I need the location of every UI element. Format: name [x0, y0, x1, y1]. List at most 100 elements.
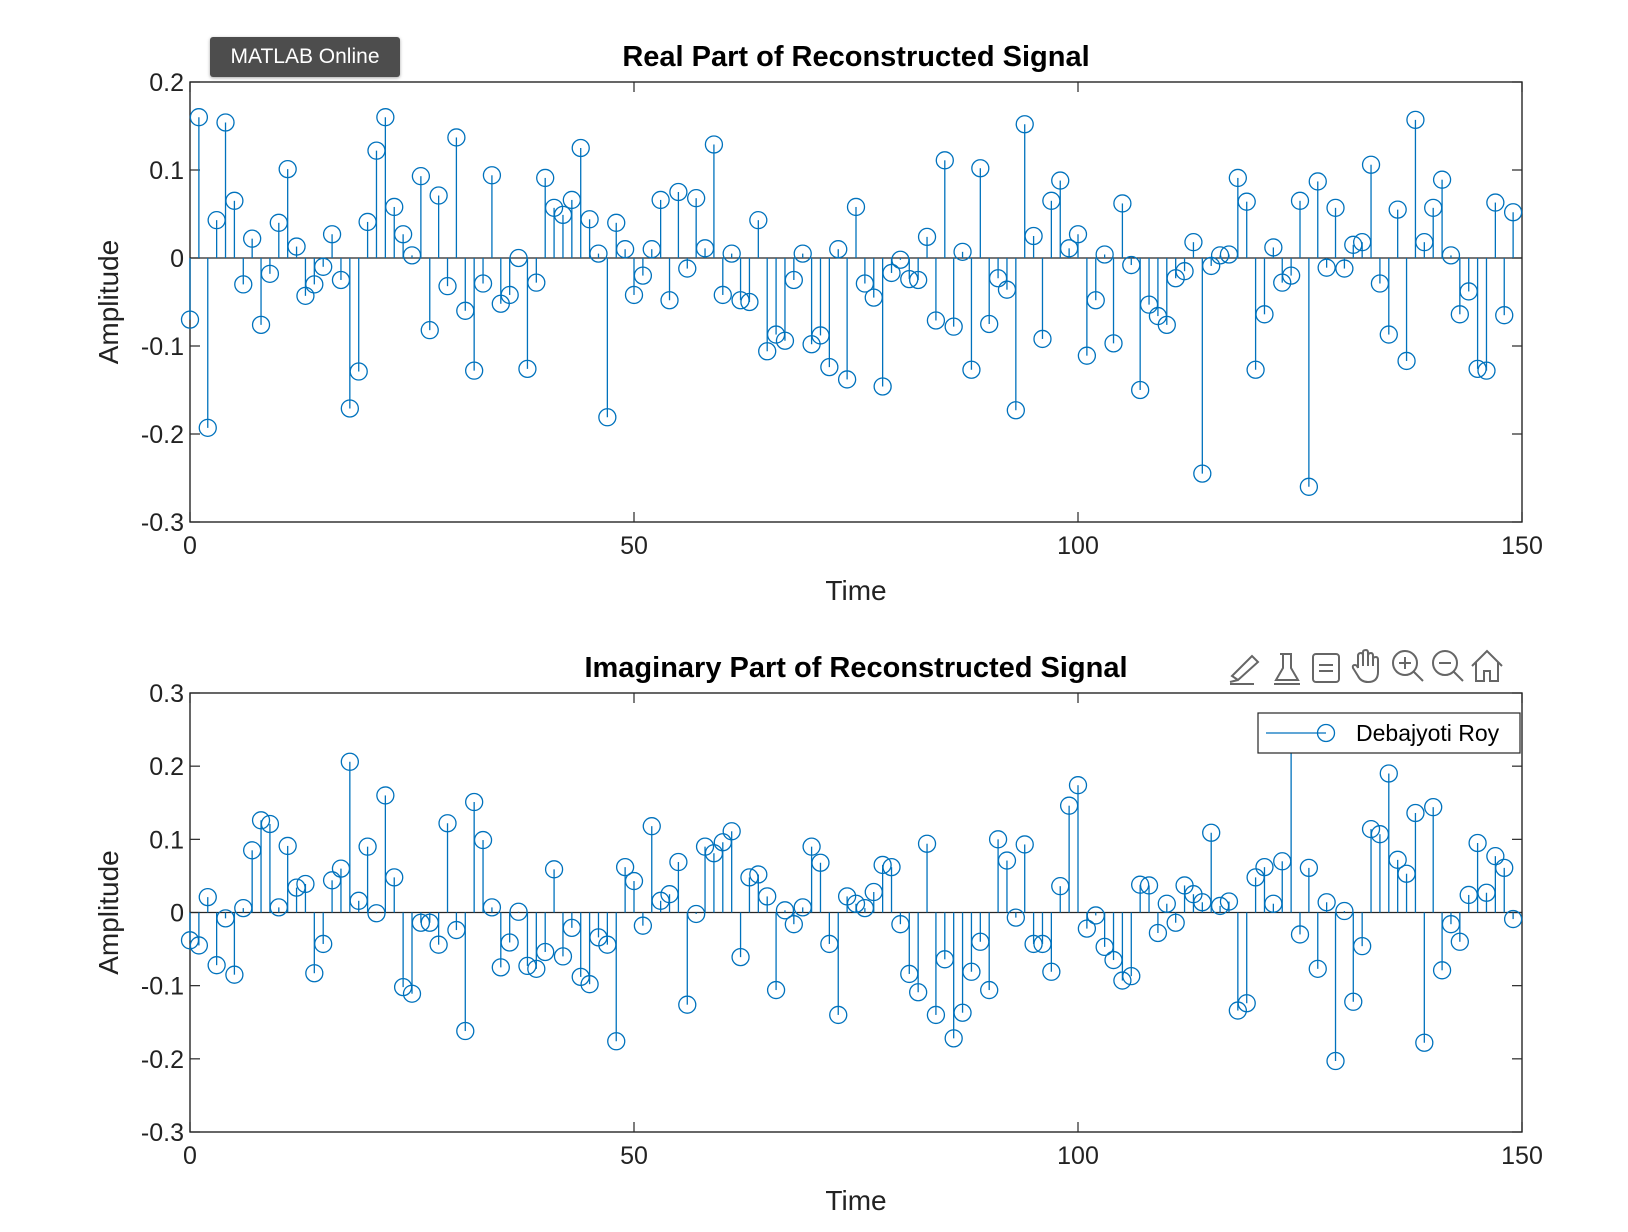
- stem-point[interactable]: [607, 213, 626, 258]
- stem-point[interactable]: [1077, 258, 1097, 365]
- stem-point[interactable]: [926, 258, 946, 330]
- stem-point[interactable]: [225, 912, 244, 984]
- stem-point[interactable]: [1068, 225, 1088, 258]
- stem-point[interactable]: [722, 244, 741, 263]
- stem-point[interactable]: [758, 887, 777, 913]
- stem-point[interactable]: [1317, 258, 1336, 277]
- stem-point[interactable]: [1379, 764, 1398, 913]
- stem-point[interactable]: [962, 258, 981, 379]
- stem-point[interactable]: [607, 912, 626, 1051]
- stem-point[interactable]: [615, 857, 635, 913]
- stem-point[interactable]: [1326, 912, 1345, 1071]
- stem-point[interactable]: [1237, 912, 1256, 1013]
- stem-point[interactable]: [633, 912, 653, 935]
- stem-point[interactable]: [1219, 892, 1239, 913]
- stem-point[interactable]: [1326, 198, 1345, 258]
- stem-point[interactable]: [669, 852, 688, 913]
- stem-point[interactable]: [793, 244, 812, 263]
- stem-point[interactable]: [1406, 110, 1425, 258]
- stem-point[interactable]: [438, 258, 457, 296]
- stem-point[interactable]: [1353, 912, 1372, 956]
- stem-point[interactable]: [1503, 203, 1523, 258]
- stem-point[interactable]: [473, 258, 493, 293]
- stem-point[interactable]: [598, 258, 617, 427]
- stem-point[interactable]: [1113, 194, 1132, 258]
- stem-point[interactable]: [571, 138, 590, 259]
- stem-point[interactable]: [1033, 258, 1052, 349]
- stem-point[interactable]: [1450, 258, 1469, 324]
- stem-point[interactable]: [189, 912, 209, 955]
- stem-point[interactable]: [846, 197, 866, 258]
- stem-point[interactable]: [473, 830, 493, 913]
- stem-point[interactable]: [784, 912, 803, 934]
- stem-point[interactable]: [527, 912, 546, 978]
- stem-point[interactable]: [997, 851, 1017, 913]
- stem-point[interactable]: [198, 258, 217, 437]
- stem-point[interactable]: [1335, 258, 1354, 278]
- stem-point[interactable]: [624, 871, 644, 913]
- stem-point[interactable]: [909, 912, 928, 1002]
- stem-point[interactable]: [678, 258, 697, 278]
- stem-point[interactable]: [953, 242, 972, 261]
- stem-point[interactable]: [420, 258, 439, 340]
- stem-point[interactable]: [980, 258, 999, 334]
- stem-point[interactable]: [234, 258, 253, 294]
- stem-point[interactable]: [287, 237, 306, 258]
- stem-point[interactable]: [669, 182, 688, 259]
- stem-point[interactable]: [980, 912, 999, 1000]
- stem-point[interactable]: [820, 258, 839, 377]
- restore-view-icon[interactable]: [1312, 653, 1340, 683]
- stem-point[interactable]: [1299, 258, 1319, 496]
- stem-point[interactable]: [1015, 835, 1034, 913]
- stem-point[interactable]: [802, 837, 821, 913]
- stem-point[interactable]: [917, 227, 937, 258]
- stem-point[interactable]: [1131, 875, 1150, 913]
- stem-point[interactable]: [314, 912, 333, 954]
- stem-point[interactable]: [1388, 850, 1407, 913]
- stem-point[interactable]: [296, 874, 315, 913]
- stem-point[interactable]: [1308, 912, 1327, 978]
- stem-point[interactable]: [411, 167, 431, 258]
- stem-point[interactable]: [314, 257, 333, 276]
- stem-point[interactable]: [429, 912, 448, 954]
- stem-point[interactable]: [749, 865, 768, 913]
- stem-point[interactable]: [1042, 912, 1061, 981]
- stem-point[interactable]: [1237, 192, 1256, 258]
- stem-point[interactable]: [447, 128, 466, 258]
- stem-point[interactable]: [465, 792, 484, 913]
- stem-point[interactable]: [1184, 233, 1203, 258]
- stem-point[interactable]: [784, 258, 803, 290]
- stem-point[interactable]: [1388, 200, 1407, 258]
- stem-point[interactable]: [260, 258, 280, 283]
- stem-point[interactable]: [456, 912, 475, 1041]
- stem-point[interactable]: [438, 814, 457, 913]
- stem-point[interactable]: [811, 853, 830, 913]
- stem-point[interactable]: [207, 912, 226, 975]
- stem-point[interactable]: [935, 151, 954, 258]
- pan-icon[interactable]: [1351, 648, 1379, 684]
- stem-point[interactable]: [376, 108, 395, 258]
- stem-point[interactable]: [633, 258, 653, 285]
- stem-point[interactable]: [687, 904, 706, 924]
- stem-point[interactable]: [322, 225, 342, 258]
- stem-point[interactable]: [1361, 819, 1381, 913]
- stem-point[interactable]: [243, 229, 262, 258]
- stem-point[interactable]: [482, 166, 502, 258]
- stem-point[interactable]: [340, 752, 359, 913]
- data-tips-icon[interactable]: [1274, 653, 1300, 685]
- stem-point[interactable]: [1486, 193, 1505, 258]
- stem-point[interactable]: [1415, 912, 1434, 1052]
- stem-point[interactable]: [500, 912, 519, 952]
- stem-point[interactable]: [1503, 909, 1523, 929]
- stem-point[interactable]: [536, 912, 555, 962]
- zoom-in-icon[interactable]: [1392, 650, 1424, 682]
- stem-point[interactable]: [1228, 168, 1247, 258]
- legend[interactable]: Debajyoti Roy: [1257, 712, 1521, 754]
- stem-point[interactable]: [180, 258, 200, 329]
- stem-point[interactable]: [527, 258, 546, 292]
- stem-point[interactable]: [1139, 876, 1159, 913]
- imaginary-part-plot[interactable]: 0.30.20.10-0.1-0.2-0.30 50 100 150Imaginary…: [93, 652, 1543, 1216]
- stem-point[interactable]: [1308, 172, 1327, 258]
- stem-point[interactable]: [1344, 912, 1363, 1011]
